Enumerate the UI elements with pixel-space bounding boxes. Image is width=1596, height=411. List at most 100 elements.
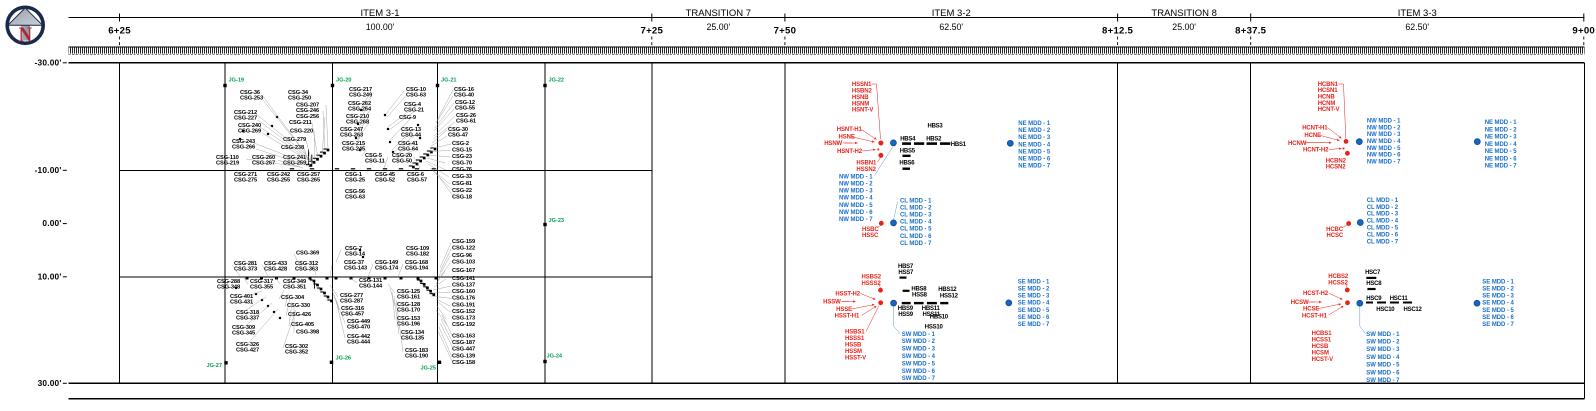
svg-text:CSG-192: CSG-192 — [452, 322, 475, 328]
svg-text:CSG-30: CSG-30 — [448, 127, 468, 133]
svg-text:CSG-12: CSG-12 — [455, 100, 475, 106]
svg-text:CSG-267: CSG-267 — [252, 161, 275, 167]
svg-text:CSG-173: CSG-173 — [452, 315, 475, 321]
svg-text:0.00': 0.00' — [42, 218, 61, 228]
svg-text:CSG-373: CSG-373 — [234, 267, 257, 273]
svg-text:CSG-4: CSG-4 — [404, 102, 422, 108]
svg-text:HCSM: HCSM — [1312, 351, 1329, 357]
svg-text:SW MDD - 4: SW MDD - 4 — [1366, 355, 1400, 361]
svg-text:HCNB: HCNB — [1318, 95, 1336, 101]
svg-text:CSG-194: CSG-194 — [405, 266, 429, 272]
svg-text:CSG-63: CSG-63 — [406, 93, 426, 99]
svg-text:CSG-10: CSG-10 — [406, 87, 426, 93]
svg-text:HCBS1: HCBS1 — [1312, 331, 1333, 337]
svg-text:CSG-426: CSG-426 — [288, 312, 311, 318]
svg-text:CSG-212: CSG-212 — [234, 110, 257, 116]
svg-text:HCBN1: HCBN1 — [1318, 82, 1339, 88]
svg-text:CSG-18: CSG-18 — [452, 194, 472, 200]
svg-text:HBS5: HBS5 — [900, 149, 916, 155]
svg-text:JG-23: JG-23 — [549, 218, 565, 224]
svg-text:HSSN2: HSSN2 — [856, 167, 876, 173]
svg-text:CSG-110: CSG-110 — [216, 155, 239, 161]
svg-text:HCSN1: HCSN1 — [1318, 88, 1339, 94]
svg-text:CSG-7: CSG-7 — [345, 246, 362, 252]
svg-text:CL MDD - 1: CL MDD - 1 — [900, 198, 932, 204]
svg-text:CSG-6: CSG-6 — [407, 172, 424, 178]
svg-text:SE MDD - 7: SE MDD - 7 — [1482, 322, 1514, 328]
svg-text:SE MDD - 1: SE MDD - 1 — [1018, 280, 1050, 286]
svg-text:CSG-330: CSG-330 — [287, 303, 310, 309]
svg-text:25.00': 25.00' — [706, 22, 730, 32]
svg-text:CSG-20: CSG-20 — [392, 153, 412, 159]
svg-text:CSG-265: CSG-265 — [297, 178, 320, 184]
svg-text:HSNE: HSNE — [839, 135, 855, 141]
svg-text:CSG-183: CSG-183 — [405, 348, 428, 354]
svg-text:HCNT-H1: HCNT-H1 — [1302, 126, 1328, 132]
svg-text:HCST-H1: HCST-H1 — [1302, 313, 1328, 319]
svg-text:CSG-217: CSG-217 — [349, 87, 372, 93]
svg-text:CSG-369: CSG-369 — [296, 250, 319, 256]
svg-text:CSG-246: CSG-246 — [296, 108, 319, 114]
svg-text:CSG-268: CSG-268 — [346, 120, 369, 126]
svg-text:SW MDD - 4: SW MDD - 4 — [902, 354, 936, 360]
svg-text:NW MDD - 7: NW MDD - 7 — [1367, 159, 1401, 165]
svg-text:CSG-50: CSG-50 — [392, 159, 412, 165]
svg-text:HSC10: HSC10 — [1376, 307, 1395, 313]
svg-text:HSS9: HSS9 — [898, 312, 914, 318]
svg-text:NW MDD - 6: NW MDD - 6 — [1367, 153, 1401, 159]
svg-text:HSBN1: HSBN1 — [856, 161, 877, 167]
svg-text:CSG-40: CSG-40 — [454, 93, 474, 99]
svg-text:CSG-14: CSG-14 — [345, 252, 366, 258]
svg-text:CSG-242: CSG-242 — [267, 172, 290, 178]
svg-text:HBS6: HBS6 — [899, 161, 915, 167]
svg-text:CSG-141: CSG-141 — [452, 276, 475, 282]
svg-text:HCNW: HCNW — [1288, 141, 1307, 147]
svg-text:HSS7: HSS7 — [898, 270, 914, 276]
svg-text:HCNT-H2: HCNT-H2 — [1303, 147, 1329, 153]
svg-text:CSG-44: CSG-44 — [401, 133, 422, 139]
svg-text:7+50: 7+50 — [774, 25, 797, 36]
svg-text:CL MDD - 4: CL MDD - 4 — [900, 220, 932, 226]
svg-text:CSG-275: CSG-275 — [234, 178, 257, 184]
svg-text:CSG-158: CSG-158 — [452, 360, 475, 366]
svg-text:CSG-271: CSG-271 — [234, 172, 257, 178]
svg-text:HSSW: HSSW — [823, 300, 841, 306]
svg-text:CSG-238: CSG-238 — [281, 145, 304, 151]
svg-text:HCNM: HCNM — [1318, 101, 1336, 107]
svg-text:CSG-266: CSG-266 — [232, 145, 255, 151]
svg-text:CSG-433: CSG-433 — [264, 261, 287, 267]
svg-text:CSG-149: CSG-149 — [375, 260, 398, 266]
svg-text:CL MDD - 5: CL MDD - 5 — [900, 227, 932, 233]
svg-text:HBS3: HBS3 — [927, 123, 943, 129]
svg-text:HCBC: HCBC — [1326, 227, 1344, 233]
svg-text:CSG-25: CSG-25 — [345, 178, 365, 184]
svg-text:CSG-109: CSG-109 — [406, 246, 429, 252]
svg-text:CSG-137: CSG-137 — [452, 282, 475, 288]
svg-text:CSG-45: CSG-45 — [375, 172, 395, 178]
svg-text:CL MDD - 7: CL MDD - 7 — [1367, 239, 1399, 245]
svg-text:CL MDD - 7: CL MDD - 7 — [900, 241, 932, 247]
svg-text:CSG-143: CSG-143 — [344, 266, 367, 272]
svg-text:8+12.5: 8+12.5 — [1102, 25, 1134, 36]
svg-text:HSC9: HSC9 — [1366, 296, 1382, 302]
svg-text:6+25: 6+25 — [108, 25, 131, 36]
svg-text:CSG-279: CSG-279 — [283, 137, 306, 143]
svg-text:CSG-355: CSG-355 — [250, 285, 273, 291]
svg-text:SW MDD - 3: SW MDD - 3 — [1366, 347, 1400, 353]
svg-text:NW MDD - 1: NW MDD - 1 — [839, 174, 873, 180]
svg-text:10.00': 10.00' — [38, 271, 62, 281]
svg-text:CSG-428: CSG-428 — [264, 267, 287, 273]
svg-text:CSG-167: CSG-167 — [452, 268, 475, 274]
svg-text:7+25: 7+25 — [640, 25, 663, 36]
svg-text:CSG-26: CSG-26 — [456, 113, 476, 119]
svg-text:62.50': 62.50' — [1405, 22, 1429, 32]
svg-text:NE MDD - 3: NE MDD - 3 — [1018, 135, 1051, 141]
svg-text:62.50': 62.50' — [939, 22, 963, 32]
svg-text:HCSC: HCSC — [1327, 233, 1344, 239]
svg-text:CSG-262: CSG-262 — [348, 101, 371, 107]
svg-text:CSG-220: CSG-220 — [290, 128, 313, 134]
svg-text:HSS10: HSS10 — [925, 325, 944, 331]
svg-text:HSNM: HSNM — [852, 101, 869, 107]
svg-text:CSG-37: CSG-37 — [344, 260, 364, 266]
svg-text:CSG-269: CSG-269 — [238, 129, 261, 135]
